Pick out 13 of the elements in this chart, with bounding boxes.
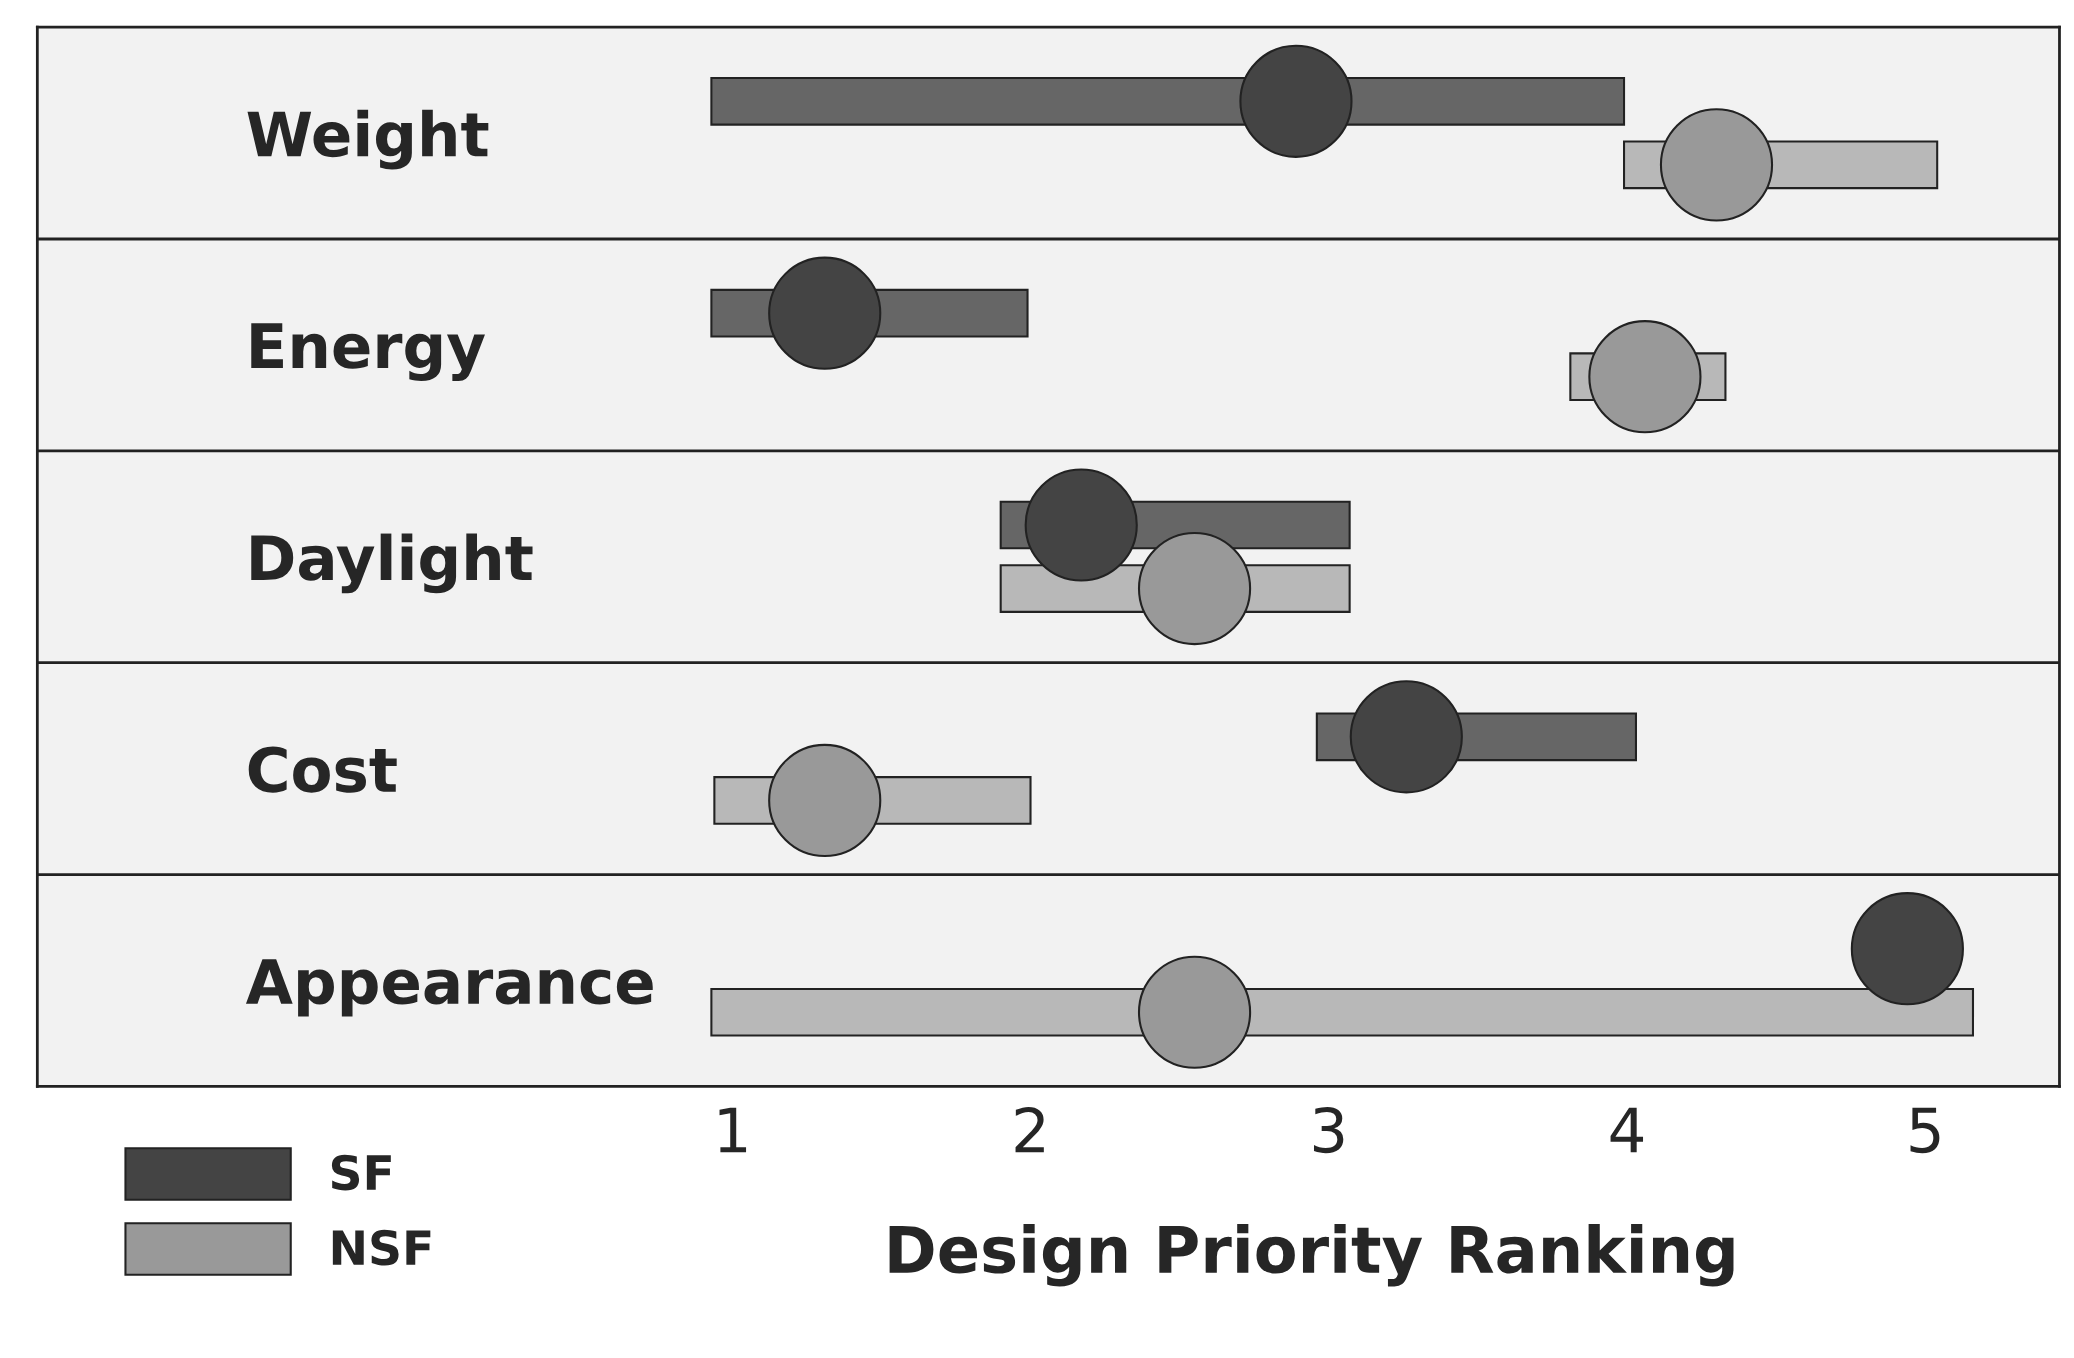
x-tick-label: 3 xyxy=(1313,1106,1344,1154)
y-tick-label: Energy xyxy=(251,323,485,382)
y-tick-label: Daylight xyxy=(251,533,533,594)
y-tick-label: Weight xyxy=(247,109,489,170)
x-tick-label: 1 xyxy=(719,1107,747,1153)
y-tick-label: Appearance xyxy=(245,959,653,1017)
x-tick-label: 4 xyxy=(1610,1107,1644,1153)
x-tick-label: 5 xyxy=(1910,1107,1940,1154)
legend-label: NSF xyxy=(332,1229,431,1266)
legend-label: SF xyxy=(331,1154,391,1191)
y-tick-label: Cost xyxy=(248,746,397,793)
x-axis-title: Design Priority Ranking xyxy=(889,1224,1734,1287)
x-tick-label: 2 xyxy=(1015,1106,1044,1153)
